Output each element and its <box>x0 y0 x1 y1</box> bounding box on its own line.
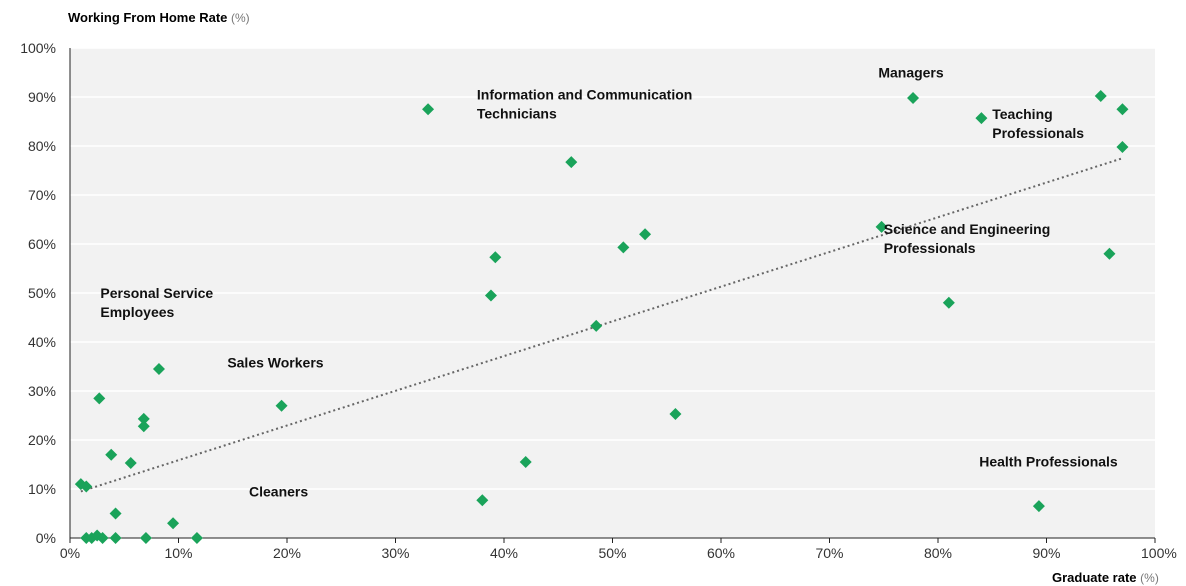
data-point <box>519 456 532 469</box>
data-point <box>565 156 578 169</box>
annotation-label: Health Professionals <box>979 453 1118 469</box>
data-point <box>137 412 150 425</box>
data-point <box>942 296 955 309</box>
data-point <box>109 532 122 544</box>
x-axis-title: Graduate rate (%) <box>1052 570 1159 585</box>
data-point <box>476 494 489 507</box>
trendline-line <box>80 157 1123 493</box>
annotation-label: Teaching Professionals <box>992 106 1084 141</box>
y-tick-label: 70% <box>28 187 56 203</box>
data-point <box>489 251 502 264</box>
data-point <box>137 420 150 433</box>
x-tick-label: 50% <box>598 545 626 561</box>
data-point <box>590 319 603 332</box>
data-point <box>80 480 93 493</box>
y-tick-label: 60% <box>28 236 56 252</box>
x-tick-label: 70% <box>815 545 843 561</box>
data-point <box>152 362 165 375</box>
annotation-label: Sales Workers <box>227 354 323 370</box>
y-axis-ticks: 0% 10% 20% 30% 40% 50% 60% 70% 80% 90% 100% <box>20 40 56 546</box>
data-point <box>1103 247 1116 260</box>
data-point <box>275 399 288 412</box>
annotations: Information and Communication Technicians… <box>100 64 1118 499</box>
annotation-label: Science and Engineering Professionals <box>884 221 1051 256</box>
data-point <box>1116 140 1129 153</box>
data-point <box>639 228 652 241</box>
data-points <box>74 90 1129 544</box>
x-tick-label: 0% <box>60 545 80 561</box>
y-tick-label: 40% <box>28 334 56 350</box>
x-tick-label: 60% <box>707 545 735 561</box>
data-point <box>975 112 988 125</box>
data-point <box>167 517 180 530</box>
x-tick-label: 90% <box>1032 545 1060 561</box>
data-point <box>96 532 109 544</box>
gridlines <box>70 47 1155 538</box>
y-tick-label: 0% <box>36 530 56 546</box>
y-tick-label: 50% <box>28 285 56 301</box>
data-point <box>105 448 118 461</box>
trendline <box>80 157 1123 493</box>
data-point <box>422 103 435 116</box>
y-tick-label: 20% <box>28 432 56 448</box>
x-tick-label: 100% <box>1141 545 1177 561</box>
y-tick-label: 30% <box>28 383 56 399</box>
data-point <box>617 241 630 254</box>
x-tick-label: 20% <box>273 545 301 561</box>
annotation-label: Cleaners <box>249 483 308 499</box>
data-point <box>1032 500 1045 513</box>
annotation-label: Personal Service Employees <box>100 285 213 320</box>
y-tick-label: 10% <box>28 481 56 497</box>
data-point <box>124 457 137 470</box>
y-axis-title: Working From Home Rate (%) <box>68 10 250 25</box>
data-point <box>109 507 122 520</box>
x-tick-label: 10% <box>164 545 192 561</box>
x-tick-label: 80% <box>924 545 952 561</box>
y-tick-label: 80% <box>28 138 56 154</box>
data-point <box>139 532 152 544</box>
x-tick-label: 40% <box>490 545 518 561</box>
axes <box>69 48 1156 543</box>
data-point <box>484 289 497 302</box>
data-point <box>907 91 920 104</box>
data-point <box>669 408 682 421</box>
y-tick-label: 90% <box>28 89 56 105</box>
annotation-label: Information and Communication Technicians <box>477 86 692 121</box>
annotation-label: Managers <box>878 64 944 80</box>
data-point <box>93 392 106 405</box>
x-axis-ticks: 0% 10% 20% 30% 40% 50% 60% 70% 80% 90% 100% <box>60 545 1177 561</box>
x-tick-label: 30% <box>381 545 409 561</box>
data-point <box>190 532 203 544</box>
data-point <box>1094 90 1107 103</box>
y-tick-label: 100% <box>20 40 56 56</box>
data-point <box>875 220 888 233</box>
data-point <box>1116 103 1129 116</box>
